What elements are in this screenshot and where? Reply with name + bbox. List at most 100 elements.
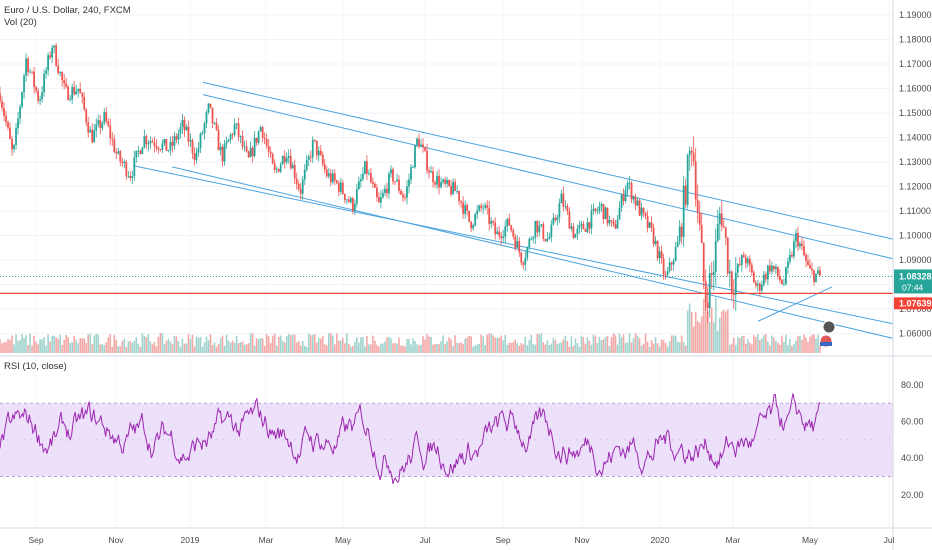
candle-body [271,153,274,164]
channel-line[interactable] [171,166,894,339]
volume-bar [313,334,316,353]
candle-body [736,264,739,273]
rsi-indicator-label[interactable]: RSI (10, close) [4,361,67,372]
current-price-badge [894,269,932,294]
candle-body [636,200,639,206]
time-axis[interactable]: Sep Nov 2019 Mar May Jul Sep Nov 2020 Mar May Jul [28,535,894,545]
candle-body [604,207,607,220]
volume-bar [662,339,665,353]
candle-body [402,194,404,198]
candle-body [744,257,747,264]
candle-body [768,265,771,272]
candle-body [265,138,268,146]
volume-bar [261,338,264,353]
volume-bar [632,338,635,353]
volume-bar [362,337,364,353]
volume-bar [400,345,402,353]
candle-body [345,199,348,201]
candle-body [183,119,186,131]
candle-body [538,225,541,233]
candle-body [277,168,280,172]
candle-body [684,185,687,205]
candle-body [444,179,446,184]
candle-body [171,141,174,146]
candle-body [376,187,378,198]
time-tick-label: 2019 [181,535,200,545]
candle-body [167,150,170,152]
candle-body [85,109,88,123]
volume-bar [390,338,392,353]
candle-body [307,156,310,160]
volume-indicator-label[interactable]: Vol (20) [4,17,37,28]
volume-bar [654,336,657,353]
candle-body [488,207,491,224]
candle-body [193,153,196,160]
candle-body [31,71,33,73]
volume-bar [530,334,533,353]
volume-bar [97,334,100,353]
candle-body [159,149,162,151]
volume-bar [95,333,98,353]
volume-bar [374,340,376,353]
rsi-axis[interactable]: 80.00 60.00 40.00 20.00 [901,380,924,500]
volume-bar [346,333,348,353]
volume-bar [516,342,519,353]
candle-body [17,118,19,129]
candle-body [235,123,238,125]
candle-body [676,241,679,248]
candle-body [670,262,673,265]
candle-body [33,71,35,87]
volume-bar [53,335,55,353]
volume-bar [610,337,613,353]
volume-bar [500,335,503,353]
volume-bar [560,342,563,353]
volume-bar [508,342,511,353]
candle-body [791,254,793,257]
channel-line[interactable] [132,165,894,325]
volume-bar [630,342,633,353]
volume-bar [105,342,108,353]
volume-bar [125,346,128,353]
candle-body [412,167,414,168]
candle-body [608,219,611,224]
volume-bar [548,345,551,353]
channel-line[interactable] [202,94,894,260]
channel-line[interactable] [202,81,894,240]
candle-body [602,204,605,220]
volume-bar [360,337,362,353]
volume-bar [648,346,651,353]
volume-bar [763,335,765,353]
event-markers[interactable] [819,320,836,348]
rising-trendline[interactable] [757,286,833,322]
candle-body [590,210,593,229]
candle-body [215,122,218,130]
event-icon[interactable] [822,320,836,334]
volume-bar [315,342,318,353]
volume-bar [606,336,609,353]
candle-body [107,121,110,126]
candle-body [400,190,402,195]
volume-bar [27,344,29,353]
volume-bar [728,344,731,353]
candle-body [562,193,565,207]
candle-body [367,173,370,175]
candle-body [155,145,158,148]
candle-body [416,138,418,146]
volume-bar [237,343,240,353]
candle-body [582,223,585,230]
candle-body [175,136,178,140]
volume-bar [506,344,509,353]
volume-bar [291,334,294,353]
candle-body [23,75,25,93]
candle-body [592,208,595,211]
volume-bar [321,335,324,353]
candle-body [327,173,330,177]
axis-corner[interactable] [894,529,932,550]
volume-bar [358,342,360,353]
volume-bar [271,335,274,353]
volume-bar [31,345,33,353]
candle-body [520,252,523,263]
volume-bar [7,338,9,353]
